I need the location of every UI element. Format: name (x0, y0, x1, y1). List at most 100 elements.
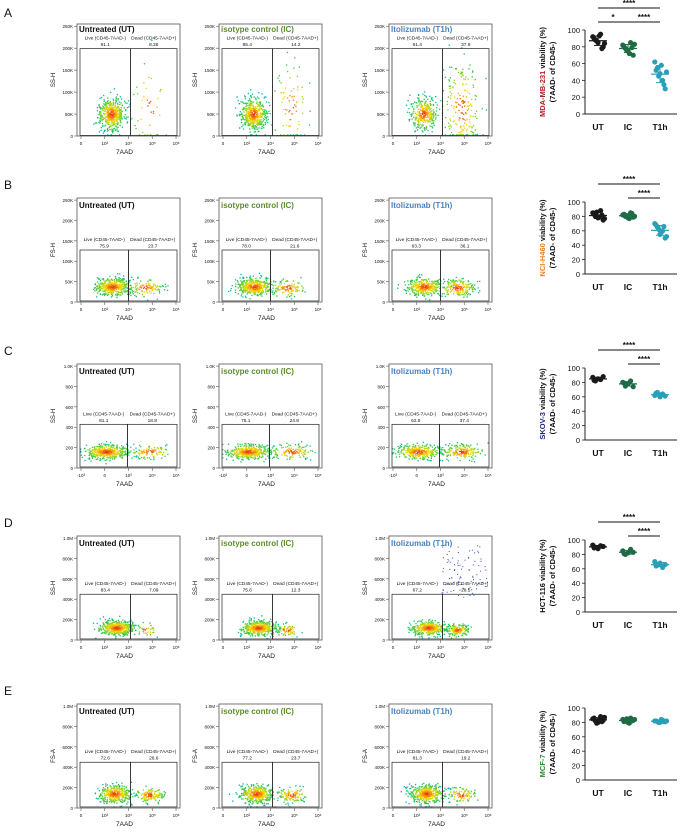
event-dot (101, 123, 104, 125)
event-dot (230, 289, 232, 292)
event-dot (160, 89, 162, 91)
event-dot (98, 121, 100, 123)
event-dot (459, 291, 461, 294)
event-dot (257, 110, 259, 112)
event-dot (263, 451, 265, 453)
event-dot (246, 111, 248, 113)
event-dot (420, 116, 422, 118)
event-dot (270, 449, 272, 451)
event-dot (241, 444, 243, 446)
event-dot (438, 447, 440, 450)
event-dot (263, 110, 266, 112)
event-dot (413, 110, 415, 112)
event-dot (111, 286, 113, 288)
event-dot (111, 130, 113, 133)
event-dot (253, 449, 255, 451)
event-dot (447, 451, 449, 453)
event-dot (98, 453, 100, 455)
event-dot (412, 446, 414, 448)
event-dot (464, 89, 466, 91)
event-dot (248, 282, 250, 284)
event-dot (244, 109, 247, 111)
y-tick-label: 0 (382, 134, 385, 139)
y-tick-label: 1.0K (64, 364, 73, 369)
event-dot (408, 120, 410, 122)
event-dot (464, 101, 466, 103)
event-dot (252, 452, 254, 454)
y-tick-label: 150K (62, 68, 73, 73)
event-dot (296, 101, 298, 103)
event-dot (236, 452, 238, 454)
event-dot (250, 281, 253, 284)
event-dot (404, 456, 406, 458)
event-dot (256, 452, 258, 454)
event-dot (133, 93, 135, 96)
event-dot (116, 114, 118, 116)
event-dot (94, 451, 96, 453)
event-dot (256, 279, 258, 282)
event-dot (91, 456, 94, 458)
event-dot (106, 122, 108, 124)
event-dot (469, 118, 471, 121)
event-dot (424, 279, 426, 281)
event-dot (407, 290, 409, 292)
chart-x-tick-label: T1h (652, 122, 667, 132)
y-tick-label: 600 (65, 405, 73, 410)
event-dot (415, 445, 417, 447)
event-dot (116, 282, 118, 284)
event-dot (467, 108, 469, 110)
event-dot (230, 287, 232, 290)
y-tick-label: 200K (374, 218, 385, 223)
event-dot (120, 116, 123, 118)
event-dot (250, 283, 252, 285)
x-tick-label: 10⁴ (437, 141, 444, 146)
event-dot (302, 101, 304, 103)
event-dot (424, 129, 426, 131)
event-dot (96, 110, 99, 112)
event-dot (102, 117, 104, 119)
event-dot (140, 280, 142, 282)
event-dot (237, 281, 239, 283)
event-dot (90, 453, 93, 455)
event-dot (242, 290, 244, 292)
event-dot (94, 122, 97, 124)
event-dot (405, 450, 407, 452)
event-dot (248, 284, 250, 286)
event-dot (111, 114, 113, 116)
event-dot (111, 292, 113, 294)
flow-xlabel: 7AAD (258, 149, 275, 156)
event-dot (479, 290, 481, 292)
event-dot (102, 457, 104, 459)
event-dot (147, 105, 149, 107)
event-dot (443, 449, 446, 451)
event-dot (256, 284, 258, 286)
event-dot (456, 457, 458, 459)
event-dot (157, 98, 159, 100)
event-dot (416, 281, 418, 284)
event-dot (259, 103, 261, 106)
event-dot (432, 116, 435, 118)
event-dot (464, 286, 466, 289)
event-dot (252, 455, 254, 457)
event-dot (99, 450, 101, 453)
event-dot (412, 456, 414, 458)
event-dot (417, 94, 420, 96)
event-dot (262, 284, 264, 286)
event-dot (152, 110, 155, 113)
event-dot (457, 453, 459, 455)
event-dot (227, 455, 229, 457)
event-dot (254, 112, 256, 114)
event-dot (406, 111, 409, 113)
event-dot (424, 116, 426, 118)
event-dot (106, 449, 108, 451)
y-tick-label: 600 (377, 405, 385, 410)
event-dot (462, 129, 464, 131)
event-dot (280, 134, 282, 136)
event-dot (166, 444, 168, 446)
event-dot (151, 287, 153, 289)
event-dot (444, 295, 446, 297)
event-dot (150, 287, 152, 289)
event-dot (133, 290, 135, 292)
event-dot (410, 281, 412, 283)
event-dot (262, 120, 264, 122)
